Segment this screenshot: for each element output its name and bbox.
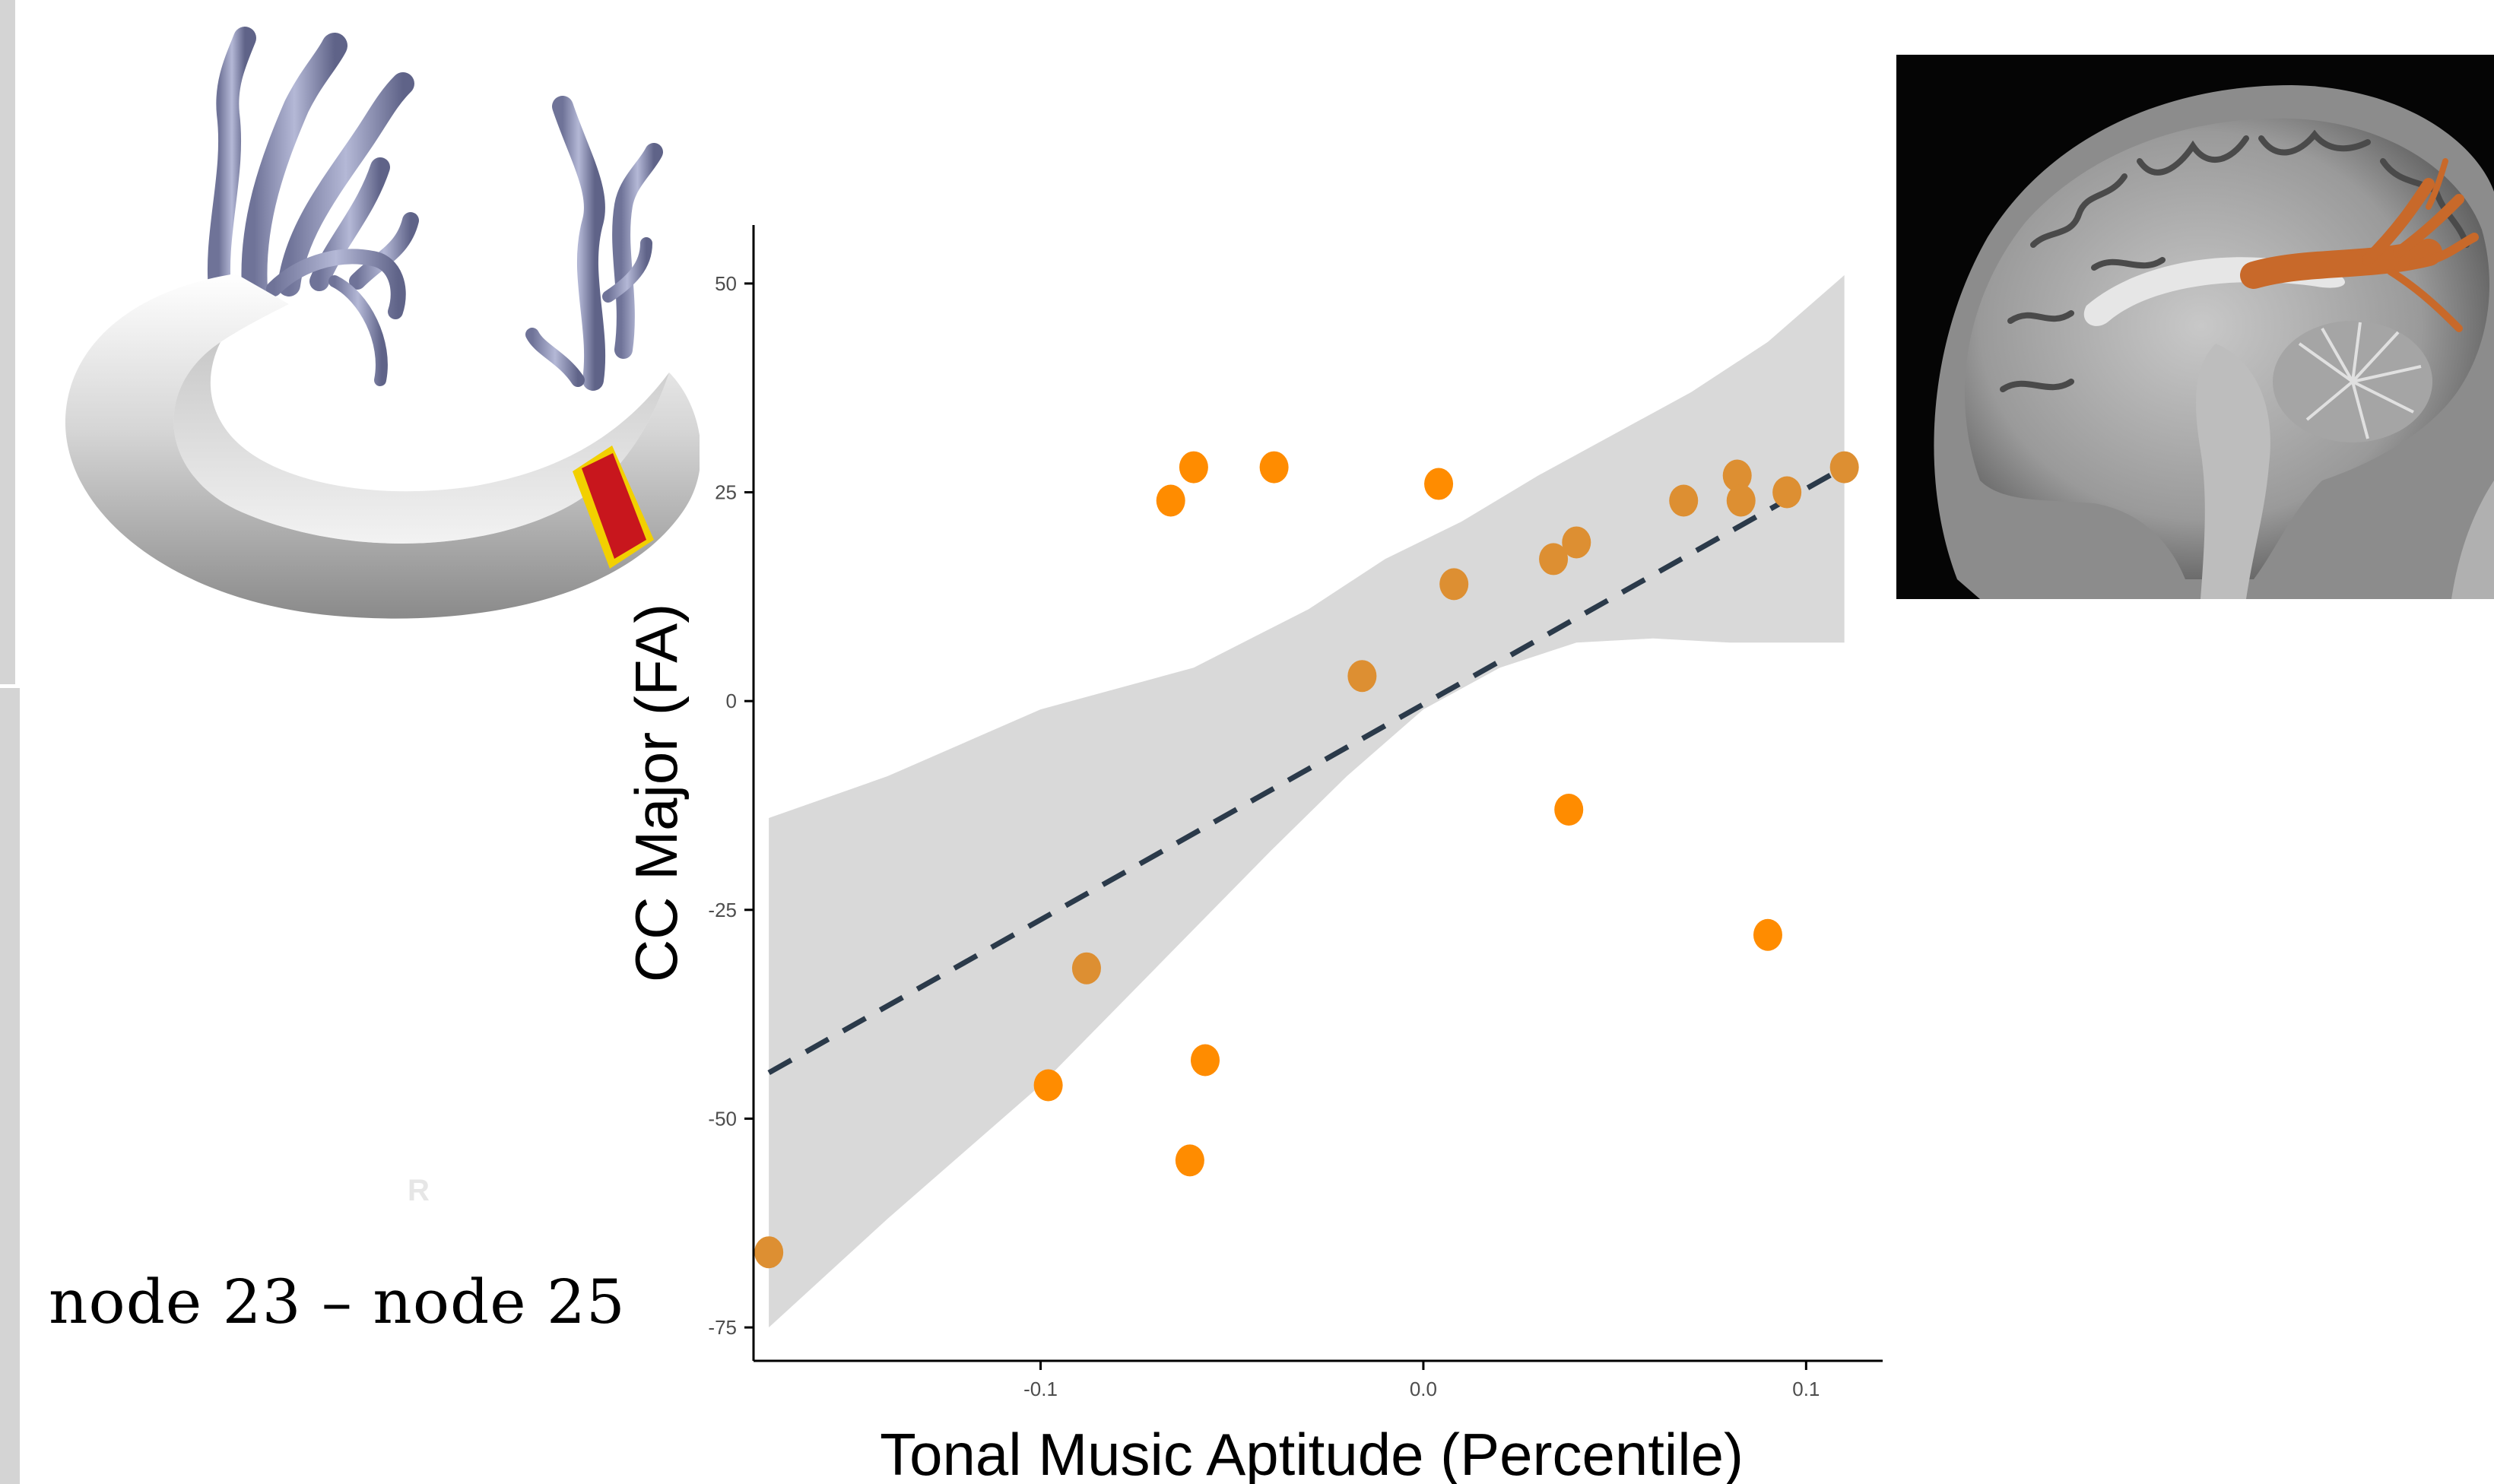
y-tick-label: -75: [708, 1316, 737, 1339]
x-axis-ticks: -0.1 0.0 0.1: [1023, 1361, 1820, 1400]
data-point: [1669, 484, 1699, 517]
data-point: [1722, 459, 1752, 492]
data-point: [1179, 451, 1208, 484]
data-point: [1539, 543, 1569, 576]
face-profile: [2451, 480, 2494, 599]
fiber-bundle-right: [525, 96, 663, 391]
y-tick-label: 25: [715, 481, 737, 504]
data-point: [1554, 793, 1584, 826]
left-edge-bar-top: [0, 0, 15, 684]
data-point: [1033, 1069, 1063, 1102]
scatter-chart: 50 25 0 -25 -50 -75 -0.1 0.0 0.1 Tonal Music Ap…: [623, 225, 1883, 1484]
x-tick-label: 0.0: [1410, 1378, 1437, 1400]
data-point: [1259, 451, 1289, 484]
data-point: [1753, 918, 1782, 951]
node-range-label: node 23 – node 25: [49, 1267, 626, 1337]
fiber-bundle-left: [207, 27, 419, 386]
data-point: [1829, 451, 1859, 484]
data-point: [1562, 526, 1591, 559]
data-point: [1439, 568, 1469, 601]
x-axis-title: Tonal Music Aptitude (Percentile): [880, 1421, 1744, 1484]
brainstem: [2196, 344, 2270, 599]
data-point: [1156, 484, 1185, 517]
confidence-band: [769, 274, 1845, 1328]
regression-line-layer: [767, 465, 1846, 1076]
callosal-tube: [65, 274, 700, 619]
data-point: [1347, 660, 1377, 693]
data-point: [754, 1236, 784, 1269]
regression-line: [767, 465, 1846, 1076]
data-points-layer: [754, 451, 1859, 1269]
y-tick-label: 0: [726, 690, 737, 712]
x-tick-label: 0.1: [1792, 1378, 1820, 1400]
y-axis-title: CC Major (FA): [623, 604, 690, 982]
mri-sagittal-image: [1896, 55, 2494, 599]
tract-overlay: [2240, 158, 2479, 332]
brain-tissue: [1965, 118, 2489, 579]
y-tick-label: -50: [708, 1107, 737, 1130]
orientation-mark: R: [408, 1174, 430, 1207]
data-point: [1772, 476, 1802, 509]
left-edge-bar-bottom: [0, 688, 20, 1484]
data-point: [1726, 484, 1756, 517]
highlighted-node-band: [573, 446, 654, 569]
y-tick-label: 50: [715, 272, 737, 295]
cerebellum-folia: [2298, 322, 2422, 439]
data-point: [1424, 468, 1454, 500]
data-point: [1191, 1044, 1220, 1077]
x-tick-label: -0.1: [1023, 1378, 1058, 1400]
confidence-band-layer: [769, 274, 1845, 1328]
tract-profile-illustration: [65, 27, 700, 619]
y-axis-ticks: 50 25 0 -25 -50 -75: [708, 272, 754, 1339]
data-point: [1175, 1144, 1204, 1177]
data-point: [1071, 952, 1101, 985]
y-tick-label: -25: [708, 899, 737, 921]
